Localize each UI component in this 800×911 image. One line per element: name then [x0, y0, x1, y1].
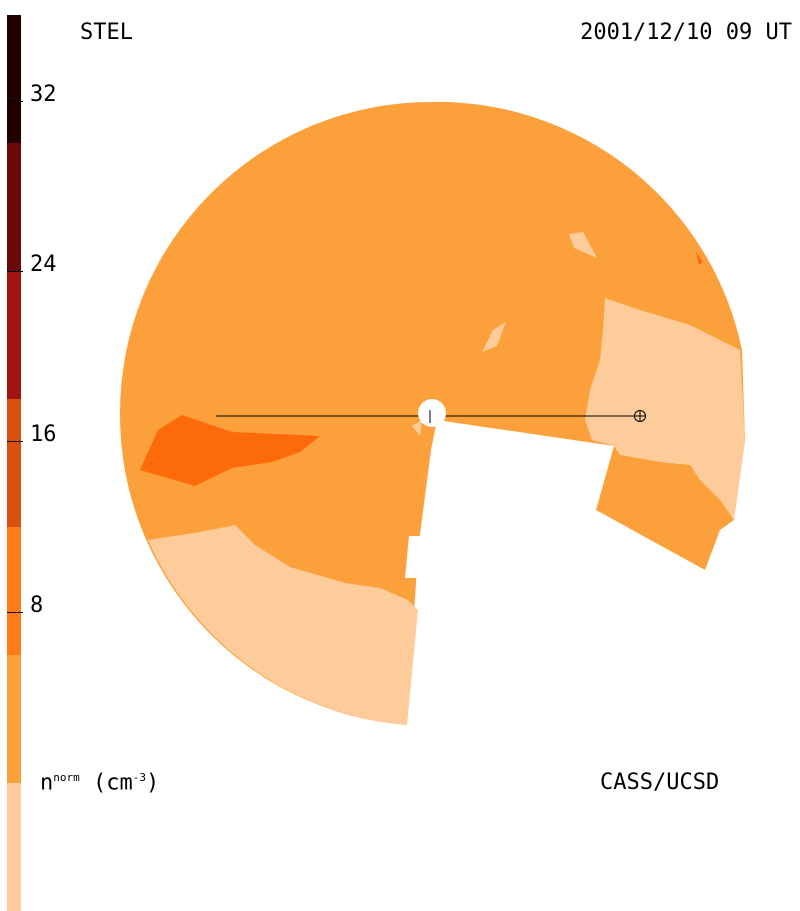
timestamp-label: 2001/12/10 09 UT	[580, 20, 792, 45]
colorbar-segment	[7, 399, 21, 527]
disc-low-region-bottom	[148, 525, 418, 725]
colorbar-segment	[7, 143, 21, 271]
colorbar-tick	[7, 441, 23, 442]
colorbar-segment	[7, 271, 21, 399]
colorbar-segment	[7, 783, 21, 911]
sun-marker	[418, 399, 446, 427]
earth-icon	[634, 410, 646, 422]
unit-label-base: n	[40, 770, 54, 796]
unit-label-sup: norm	[53, 771, 80, 784]
disc-high-region	[140, 415, 320, 486]
colorbar-tick	[7, 612, 23, 613]
colorbar-tick-label: 24	[30, 252, 57, 277]
colorbar-segment	[7, 15, 21, 143]
colorbar-tick	[7, 101, 23, 102]
colorbar-tick-label: 16	[30, 422, 57, 447]
disc-wedge-notch	[405, 536, 420, 578]
disc-low-patch-1	[569, 232, 597, 258]
unit-label-units: (cm	[93, 770, 133, 796]
disc-low-patch-2	[482, 322, 506, 352]
colorbar-tick	[7, 271, 23, 272]
colorbar-tick-label: 32	[30, 82, 57, 107]
instrument-label: STEL	[80, 20, 133, 45]
unit-label-close: )	[146, 770, 160, 796]
disc-low-region-right	[585, 298, 745, 520]
colorbar-segment	[7, 527, 21, 655]
unit-label: nnorm (cm-3)	[40, 772, 159, 794]
density-map	[119, 101, 746, 725]
colorbar-tick-label: 8	[30, 593, 44, 618]
colorbar	[7, 15, 21, 911]
disc-low-patch-3	[412, 420, 422, 436]
unit-label-exp: -3	[132, 771, 146, 784]
credit-label: CASS/UCSD	[600, 770, 720, 795]
disc-edge-mark	[696, 252, 703, 265]
colorbar-segment	[7, 655, 21, 783]
